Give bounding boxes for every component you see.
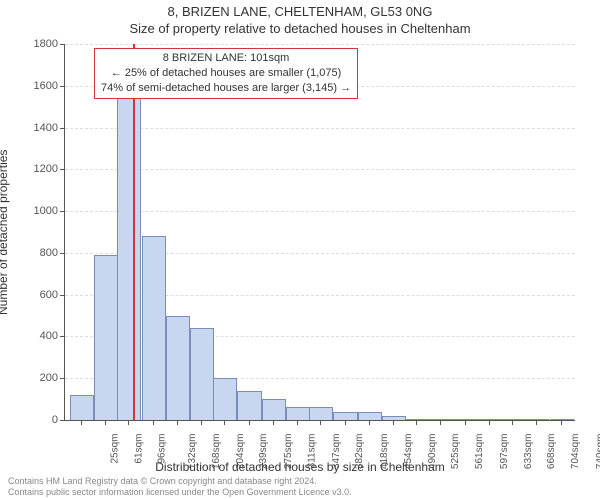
histogram-bar [213,378,237,420]
x-tick-mark [536,421,537,425]
y-tick-label: 1200 [8,163,58,175]
x-tick-mark [369,421,370,425]
x-tick-label: 347sqm [331,434,342,470]
x-tick-label: 668sqm [546,434,557,470]
x-tick-label: 633sqm [523,434,534,470]
x-tick-label: 132sqm [187,434,198,470]
y-gridline [65,211,575,212]
x-tick-mark [153,421,154,425]
x-tick-label: 597sqm [499,434,510,470]
histogram-bar [142,236,166,420]
x-tick-label: 525sqm [450,434,461,470]
y-tick-label: 1600 [8,80,58,92]
histogram-bar [358,412,382,420]
chart-title-sub: Size of property relative to detached ho… [0,21,600,36]
x-tick-label: 490sqm [427,434,438,470]
y-tick-mark [60,336,64,337]
x-tick-mark [320,421,321,425]
histogram-bar [429,419,453,420]
footnote-line2: Contains public sector information licen… [8,487,352,498]
y-tick-mark [60,86,64,87]
histogram-bar [454,419,478,420]
y-gridline [65,169,575,170]
x-tick-label: 704sqm [570,434,581,470]
x-tick-mark [512,421,513,425]
annotation-line1: 8 BRIZEN LANE: 101sqm [101,51,351,66]
y-tick-mark [60,253,64,254]
x-tick-label: 418sqm [379,434,390,470]
annotation-line3: 74% of semi-detached houses are larger (… [101,81,351,96]
histogram-bar [190,328,214,420]
y-tick-mark [60,295,64,296]
x-tick-label: 96sqm [157,434,168,464]
histogram-bar [525,419,549,420]
histogram-bar [309,407,333,420]
chart-title-main: 8, BRIZEN LANE, CHELTENHAM, GL53 0NG [0,4,600,19]
histogram-bar [333,412,357,420]
x-tick-mark [201,421,202,425]
x-tick-mark [393,421,394,425]
y-tick-label: 600 [8,289,58,301]
x-tick-label: 239sqm [258,434,269,470]
x-tick-mark [249,421,250,425]
histogram-bar [262,399,286,420]
y-tick-mark [60,211,64,212]
y-tick-label: 1400 [8,122,58,134]
y-tick-label: 0 [8,414,58,426]
x-tick-mark [345,421,346,425]
y-tick-label: 800 [8,247,58,259]
histogram-bar [501,419,525,420]
x-tick-mark [273,421,274,425]
x-tick-label: 25sqm [109,434,120,464]
x-tick-label: 454sqm [403,434,414,470]
histogram-bar [286,407,310,420]
x-tick-mark [416,421,417,425]
y-tick-mark [60,378,64,379]
x-tick-mark [81,421,82,425]
y-tick-label: 200 [8,372,58,384]
y-tick-mark [60,44,64,45]
x-tick-mark [224,421,225,425]
x-tick-label: 61sqm [133,434,144,464]
property-marker-line [133,44,135,420]
histogram-bar [478,419,502,420]
y-tick-mark [60,420,64,421]
histogram-bar [382,416,406,420]
x-tick-mark [489,421,490,425]
x-tick-mark [465,421,466,425]
histogram-bar [550,419,574,420]
x-tick-label: 168sqm [211,434,222,470]
x-tick-label: 275sqm [283,434,294,470]
y-tick-label: 1800 [8,38,58,50]
x-tick-label: 382sqm [354,434,365,470]
histogram-bar [94,255,118,420]
y-gridline [65,44,575,45]
x-tick-mark [297,421,298,425]
histogram-bar [405,419,429,420]
x-tick-mark [440,421,441,425]
annotation-box: 8 BRIZEN LANE: 101sqm ← 25% of detached … [94,48,358,99]
x-tick-label: 561sqm [475,434,486,470]
histogram-bar [70,395,94,420]
x-tick-mark [105,421,106,425]
histogram-bar [117,77,141,420]
histogram-bar [166,316,190,420]
y-tick-label: 1000 [8,205,58,217]
x-tick-mark [561,421,562,425]
y-tick-mark [60,128,64,129]
plot-area [64,44,575,421]
chart-container: 8, BRIZEN LANE, CHELTENHAM, GL53 0NG Siz… [0,0,600,500]
x-tick-label: 204sqm [235,434,246,470]
x-tick-label: 740sqm [595,434,600,470]
x-tick-mark [177,421,178,425]
histogram-bar [237,391,261,420]
x-tick-mark [128,421,129,425]
chart-footnote: Contains HM Land Registry data © Crown c… [8,476,352,498]
annotation-line2: ← 25% of detached houses are smaller (1,… [101,66,351,81]
y-tick-label: 400 [8,330,58,342]
x-tick-label: 311sqm [306,434,317,469]
y-gridline [65,128,575,129]
y-tick-mark [60,169,64,170]
footnote-line1: Contains HM Land Registry data © Crown c… [8,476,352,487]
